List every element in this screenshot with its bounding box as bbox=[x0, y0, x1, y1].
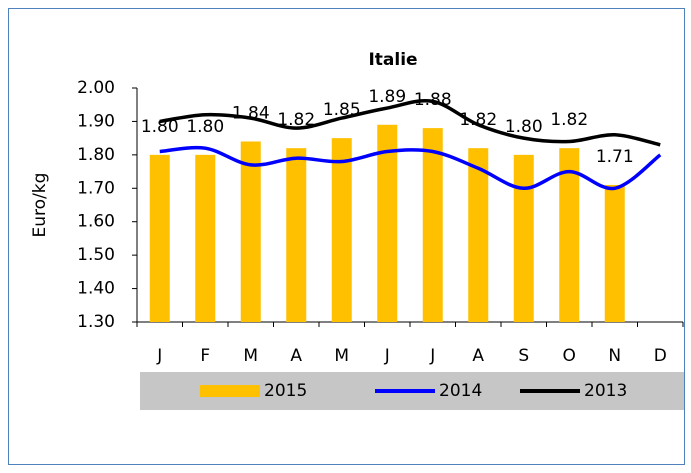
data-label: 1.89 bbox=[368, 87, 406, 107]
legend-swatch bbox=[200, 385, 260, 397]
bar bbox=[377, 124, 398, 323]
legend-label: 2014 bbox=[439, 381, 482, 401]
x-tick-label: J bbox=[384, 346, 390, 366]
data-label: 1.82 bbox=[459, 110, 497, 130]
line bbox=[159, 145, 662, 191]
chart-title: Italie bbox=[368, 50, 417, 70]
bar bbox=[559, 148, 580, 322]
data-label: 1.88 bbox=[414, 90, 452, 110]
y-axis-label: Euro/kg bbox=[30, 173, 50, 238]
data-label: 1.80 bbox=[186, 117, 224, 137]
x-tick-label: J bbox=[429, 346, 435, 366]
x-tick-label: J bbox=[156, 346, 162, 366]
x-tick-label: N bbox=[608, 346, 621, 366]
x-tick-label: S bbox=[518, 346, 529, 366]
bar bbox=[195, 154, 216, 322]
x-tick-label: A bbox=[472, 346, 484, 366]
line bbox=[159, 98, 661, 147]
y-tick-label: 1.30 bbox=[77, 312, 115, 332]
data-label: 1.84 bbox=[232, 103, 270, 123]
x-tick-label: M bbox=[243, 346, 258, 366]
legend-label: 2013 bbox=[584, 381, 627, 401]
bar bbox=[286, 148, 307, 322]
bar bbox=[468, 148, 489, 322]
x-tick-label: D bbox=[654, 346, 667, 366]
bar bbox=[422, 128, 443, 322]
y-tick-label: 1.80 bbox=[77, 145, 115, 165]
data-label: 1.82 bbox=[277, 110, 315, 130]
bar bbox=[240, 141, 261, 322]
legend-label: 2015 bbox=[264, 381, 307, 401]
data-label: 1.80 bbox=[141, 117, 179, 137]
y-tick-label: 2.00 bbox=[77, 78, 115, 98]
data-label: 1.71 bbox=[596, 147, 634, 167]
x-tick-label: F bbox=[200, 346, 210, 366]
bar bbox=[149, 154, 170, 322]
x-tick-label: A bbox=[290, 346, 302, 366]
x-tick-label: M bbox=[334, 346, 349, 366]
data-label: 1.80 bbox=[505, 117, 543, 137]
bar bbox=[331, 138, 352, 322]
bar bbox=[604, 184, 625, 322]
y-tick-label: 1.70 bbox=[77, 178, 115, 198]
y-tick-label: 1.60 bbox=[77, 212, 115, 232]
y-tick-label: 1.90 bbox=[77, 111, 115, 131]
data-label: 1.85 bbox=[323, 100, 361, 120]
x-tick-label: O bbox=[563, 346, 576, 366]
bar bbox=[513, 154, 534, 322]
data-label: 1.82 bbox=[550, 110, 588, 130]
y-tick-label: 1.40 bbox=[77, 279, 115, 299]
y-tick-label: 1.50 bbox=[77, 245, 115, 265]
